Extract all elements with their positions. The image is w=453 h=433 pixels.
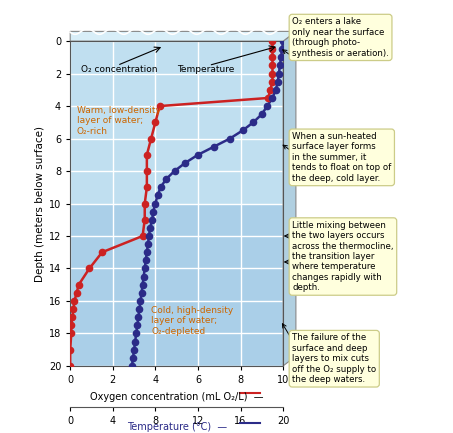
Polygon shape (70, 32, 296, 41)
Text: Little mixing between
the two layers occurs
across the thermocline,
the transiti: Little mixing between the two layers occ… (292, 221, 394, 292)
Bar (70, 204, 283, 366)
Text: Cold, high-density
layer of water;
O₂-depleted: Cold, high-density layer of water; O₂-de… (151, 306, 233, 336)
Text: When a sun-heated
surface layer forms
in the summer, it
tends to float on top of: When a sun-heated surface layer forms in… (292, 132, 391, 183)
Text: The failure of the
surface and deep
layers to mix cuts
off the O₂ supply to
the : The failure of the surface and deep laye… (292, 333, 376, 384)
Polygon shape (283, 32, 296, 366)
Text: Warm, low-density
layer of water;
O₂-rich: Warm, low-density layer of water; O₂-ric… (77, 106, 160, 136)
Text: Oxygen concentration (mL O₂/L)  —: Oxygen concentration (mL O₂/L) — (90, 392, 264, 402)
Text: Temperature (°C)  —: Temperature (°C) — (126, 422, 227, 432)
Y-axis label: Depth (meters below surface): Depth (meters below surface) (34, 126, 45, 281)
Text: O₂ enters a lake
only near the surface
(through photo-
synthesis or aeration).: O₂ enters a lake only near the surface (… (292, 17, 389, 58)
Text: O₂ concentration: O₂ concentration (81, 65, 157, 74)
Text: Temperature: Temperature (177, 65, 234, 74)
